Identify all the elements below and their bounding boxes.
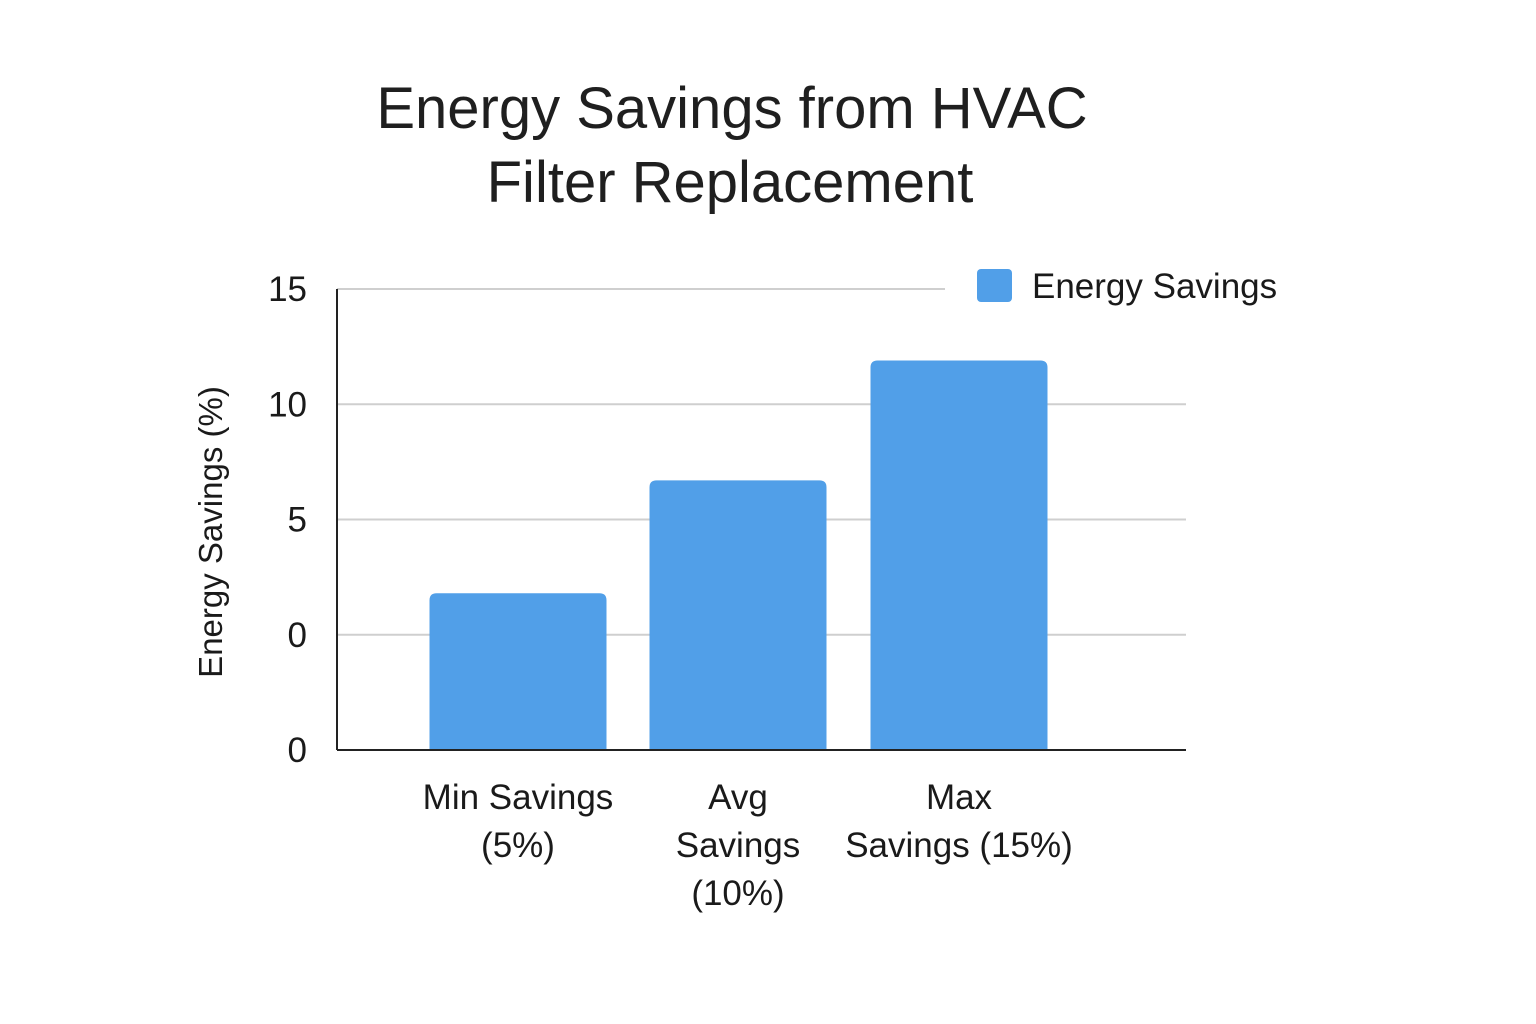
x-tick-label: Min Savings bbox=[423, 778, 614, 817]
y-axis-label: Energy Savings (%) bbox=[192, 386, 229, 678]
x-tick-label: Max bbox=[926, 778, 993, 817]
bar bbox=[870, 360, 1048, 750]
y-tick-label: 10 bbox=[268, 385, 307, 424]
y-tick-label: 0 bbox=[288, 616, 307, 655]
y-tick-label: 0 bbox=[288, 731, 307, 770]
legend-swatch bbox=[977, 269, 1012, 302]
chart-title-line-1: Energy Savings from HVAC bbox=[376, 76, 1087, 141]
x-tick-label: Savings (15%) bbox=[845, 826, 1073, 865]
chart-title-line-2: Filter Replacement bbox=[487, 150, 974, 215]
bar bbox=[649, 480, 827, 750]
legend: Energy Savings bbox=[977, 267, 1277, 306]
bar bbox=[429, 593, 607, 750]
legend-label: Energy Savings bbox=[1032, 267, 1277, 306]
y-tick-label: 15 bbox=[268, 270, 307, 309]
x-tick-label: Avg bbox=[708, 778, 768, 817]
y-tick-label: 5 bbox=[288, 501, 307, 540]
x-tick-label: (5%) bbox=[481, 826, 555, 865]
x-tick-label: (10%) bbox=[691, 874, 784, 913]
x-tick-label: Savings bbox=[676, 826, 801, 865]
